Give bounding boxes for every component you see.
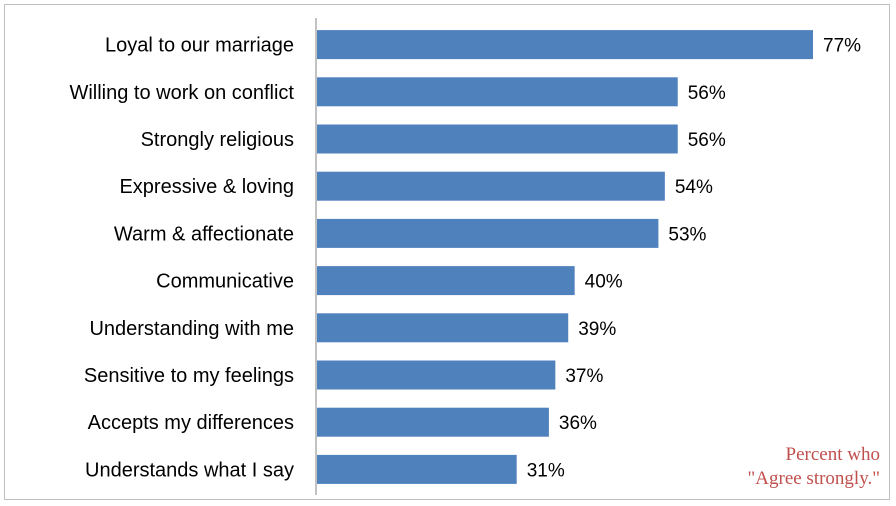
category-label: Understands what I say bbox=[85, 459, 294, 481]
note-line-1: Percent who bbox=[785, 444, 880, 465]
bar-sensitive-to-my-feelings bbox=[317, 360, 556, 390]
bar-warm-affectionate bbox=[317, 218, 659, 248]
value-label: 77% bbox=[823, 36, 861, 57]
category-labels: Loyal to our marriage Willing to work on … bbox=[69, 35, 294, 482]
bar-accepts-my-differences bbox=[317, 407, 549, 437]
bar-understands-what-i-say bbox=[317, 454, 517, 484]
bar-expressive-loving bbox=[317, 171, 665, 201]
value-label: 54% bbox=[675, 177, 713, 198]
category-label: Expressive & loving bbox=[119, 176, 294, 198]
value-labels: 77% 56% 56% 54% 53% 40% 39% 37% 36% 31% bbox=[527, 36, 861, 482]
value-label: 56% bbox=[688, 83, 726, 104]
value-label: 36% bbox=[559, 413, 597, 434]
value-label: 40% bbox=[585, 272, 623, 293]
category-label: Willing to work on conflict bbox=[69, 82, 294, 104]
bar-willing-to-work-on-conflict bbox=[317, 77, 678, 107]
value-label: 39% bbox=[578, 319, 616, 340]
value-label: 31% bbox=[527, 460, 565, 481]
agree-strongly-note: Percent who "Agree strongly." bbox=[748, 443, 880, 491]
bar-loyal-to-our-marriage bbox=[317, 30, 813, 60]
value-label: 56% bbox=[688, 130, 726, 151]
value-label: 53% bbox=[668, 224, 706, 245]
category-label: Warm & affectionate bbox=[114, 223, 294, 245]
value-label: 37% bbox=[565, 366, 603, 387]
bar-communicative bbox=[317, 266, 575, 296]
bars-group bbox=[317, 30, 813, 484]
category-label: Sensitive to my feelings bbox=[84, 365, 294, 387]
category-label: Communicative bbox=[156, 271, 294, 293]
bar-understanding-with-me bbox=[317, 313, 569, 343]
category-label: Understanding with me bbox=[89, 318, 294, 340]
note-line-2: "Agree strongly." bbox=[747, 468, 880, 489]
category-label: Accepts my differences bbox=[88, 412, 294, 434]
category-label: Strongly religious bbox=[141, 129, 294, 151]
bar-strongly-religious bbox=[317, 124, 678, 154]
category-label: Loyal to our marriage bbox=[105, 35, 294, 57]
